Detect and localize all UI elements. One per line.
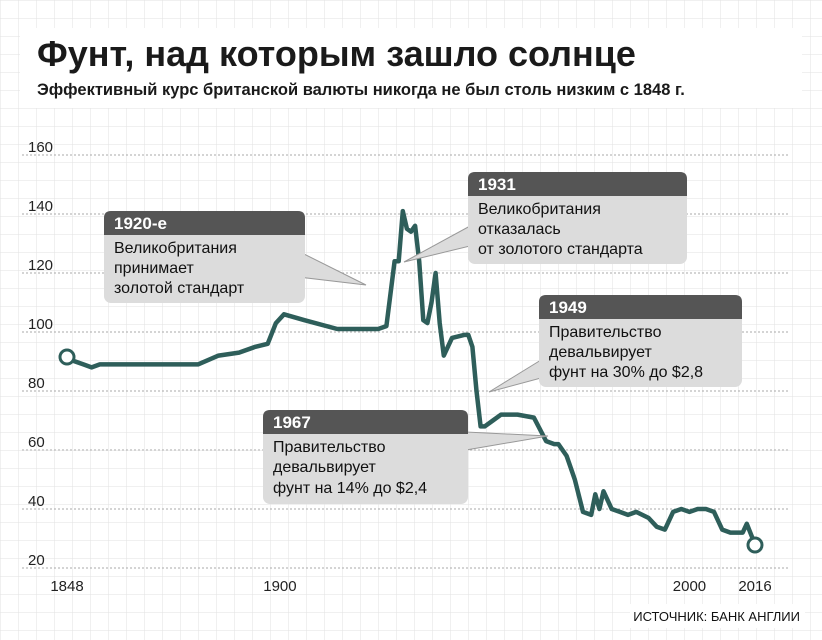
source-panel [630, 604, 805, 628]
callout-1931: 1931 Великобритания отказалась от золото… [403, 172, 687, 264]
callout-header-bg [263, 410, 468, 434]
callout-line: от золотого стандарта [478, 241, 643, 258]
y-tick-label: 80 [28, 375, 45, 392]
callout-header: 1920-е [114, 214, 167, 233]
callout-1920s: 1920-е Великобритания принимает золотой … [104, 211, 367, 303]
callout-header: 1967 [273, 413, 311, 432]
x-tick-label: 1848 [50, 578, 83, 595]
callout-line: девальвирует [549, 344, 652, 361]
y-tick-label: 60 [28, 434, 45, 451]
y-tick-label: 20 [28, 552, 45, 569]
y-tick-label: 140 [28, 198, 53, 215]
callout-line: девальвирует [273, 459, 376, 476]
callout-header: 1949 [549, 298, 587, 317]
start-marker [58, 348, 76, 366]
y-axis: 20 40 60 80 100 120 140 160 [28, 139, 53, 569]
callout-line: Правительство [549, 324, 662, 341]
x-tick-label: 2000 [673, 578, 706, 595]
callout-header-bg [468, 172, 687, 196]
chart-subtitle: Эффективный курс британской валюты никог… [37, 81, 685, 99]
y-tick-label: 160 [28, 139, 53, 156]
callout-line: отказалась [478, 221, 561, 238]
callout-line: фунт на 30% до $2,8 [549, 364, 703, 381]
callout-header-bg [104, 211, 305, 235]
y-tick-label: 100 [28, 316, 53, 333]
callout-line: Великобритания [114, 240, 237, 257]
end-marker [746, 536, 764, 554]
callout-line: принимает [114, 260, 195, 277]
chart-title: Фунт, над которым зашло солнце [37, 33, 636, 74]
callout-line: Великобритания [478, 201, 601, 218]
y-tick-label: 120 [28, 257, 53, 274]
header-panel [20, 28, 802, 108]
callout-line: Правительство [273, 439, 386, 456]
callout-line: золотой стандарт [114, 280, 245, 297]
callout-header-bg [539, 295, 742, 319]
callout-1967: 1967 Правительство девальвирует фунт на … [263, 410, 549, 504]
callout-header: 1931 [478, 175, 516, 194]
series-line [64, 208, 758, 547]
source-note: ИСТОЧНИК: БАНК АНГЛИИ [633, 609, 800, 624]
x-tick-label: 2016 [738, 578, 771, 595]
x-tick-label: 1900 [263, 578, 296, 595]
y-tick-label: 40 [28, 493, 45, 510]
x-axis: 1848 1900 2000 2016 [50, 578, 771, 595]
callout-line: фунт на 14% до $2,4 [273, 480, 427, 497]
callout-1949: 1949 Правительство девальвирует фунт на … [488, 295, 742, 393]
